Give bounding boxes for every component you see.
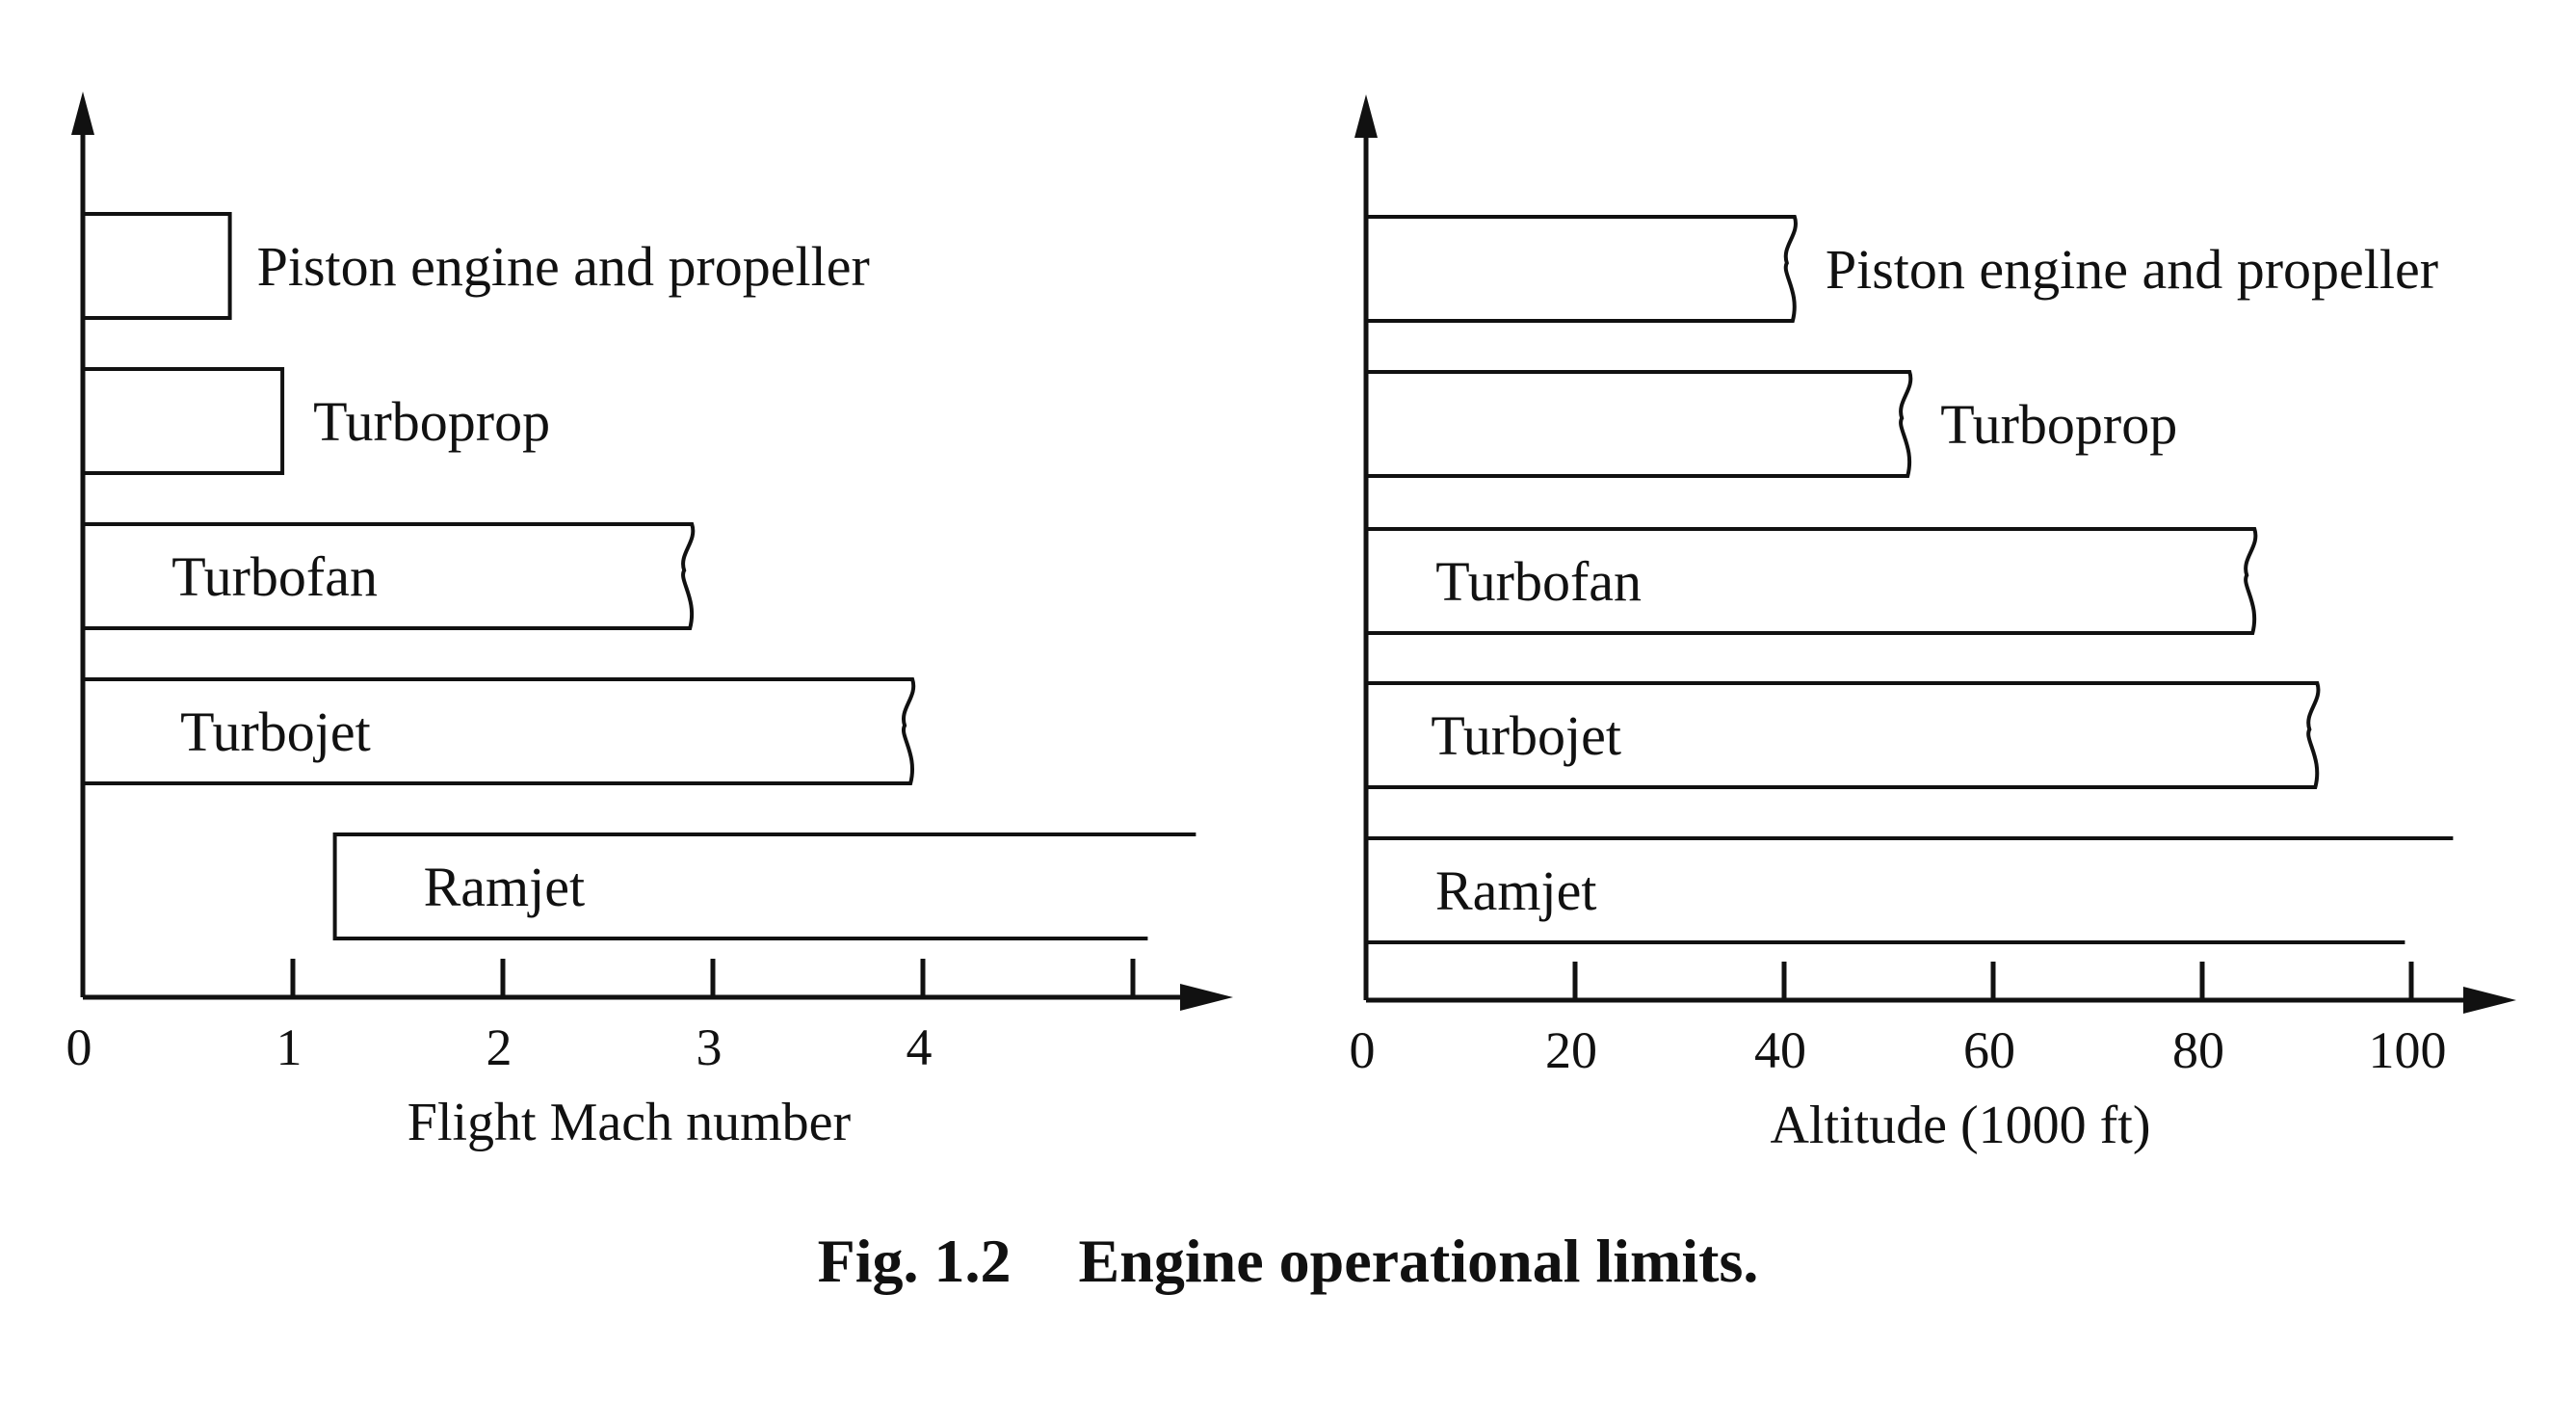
x-tick-label: 1 — [276, 1018, 302, 1076]
x-axis-arrowhead — [2463, 987, 2516, 1014]
bar-label: Turbojet — [180, 700, 371, 763]
mach-number-chart: 0 1 2 3 4 Flight Mach number Piston engine and… — [66, 92, 1233, 1152]
x-tick-label: 4 — [907, 1018, 933, 1076]
bar — [1364, 681, 2321, 789]
x-tick-label: 80 — [2172, 1021, 2224, 1079]
x-tick-label: 60 — [1963, 1021, 2015, 1079]
x-tick-label: 0 — [1350, 1021, 1376, 1079]
x-axis-title: Flight Mach number — [407, 1093, 852, 1152]
bar-label: Turboprop — [1940, 393, 2177, 456]
x-tick-label: 40 — [1754, 1021, 1806, 1079]
figure-title: Engine operational limits. — [1078, 1227, 1759, 1295]
bar — [332, 832, 1196, 940]
y-axis-arrowhead — [1354, 94, 1378, 138]
bar — [81, 522, 696, 630]
bar-label: Ramjet — [424, 856, 586, 918]
bar — [1364, 215, 1798, 323]
bar-label: Turbofan — [171, 545, 378, 608]
bar — [1364, 836, 2454, 944]
x-tick-label: 20 — [1545, 1021, 1597, 1079]
figure-number: Fig. 1.2 — [817, 1227, 1012, 1295]
x-axis-title: Altitude (1000 ft) — [1770, 1096, 2150, 1155]
bar-label: Ramjet — [1435, 859, 1597, 922]
x-tick-label: 100 — [2369, 1021, 2447, 1079]
y-axis-arrowhead — [71, 92, 94, 135]
figure-caption: Fig. 1.2 Engine operational limits. — [0, 1226, 2576, 1297]
bar-label: Piston engine and propeller — [1826, 238, 2438, 301]
bar — [1364, 527, 2258, 635]
x-axis-arrowhead — [1180, 984, 1233, 1011]
bar — [81, 367, 285, 475]
bar-label: Turbojet — [1431, 704, 1621, 767]
bar — [81, 212, 232, 320]
x-tick-label: 3 — [697, 1018, 723, 1076]
bar — [1364, 370, 1913, 478]
bar-label: Piston engine and propeller — [257, 235, 870, 298]
bar-label: Turboprop — [313, 390, 550, 453]
bar-label: Turbofan — [1435, 550, 1642, 613]
x-tick-label: 2 — [486, 1018, 513, 1076]
altitude-chart: 0 20 40 60 80 100 Altitude (1000 ft) Piston eng… — [1350, 94, 2516, 1155]
x-tick-label: 0 — [66, 1018, 92, 1076]
bar — [81, 677, 916, 785]
